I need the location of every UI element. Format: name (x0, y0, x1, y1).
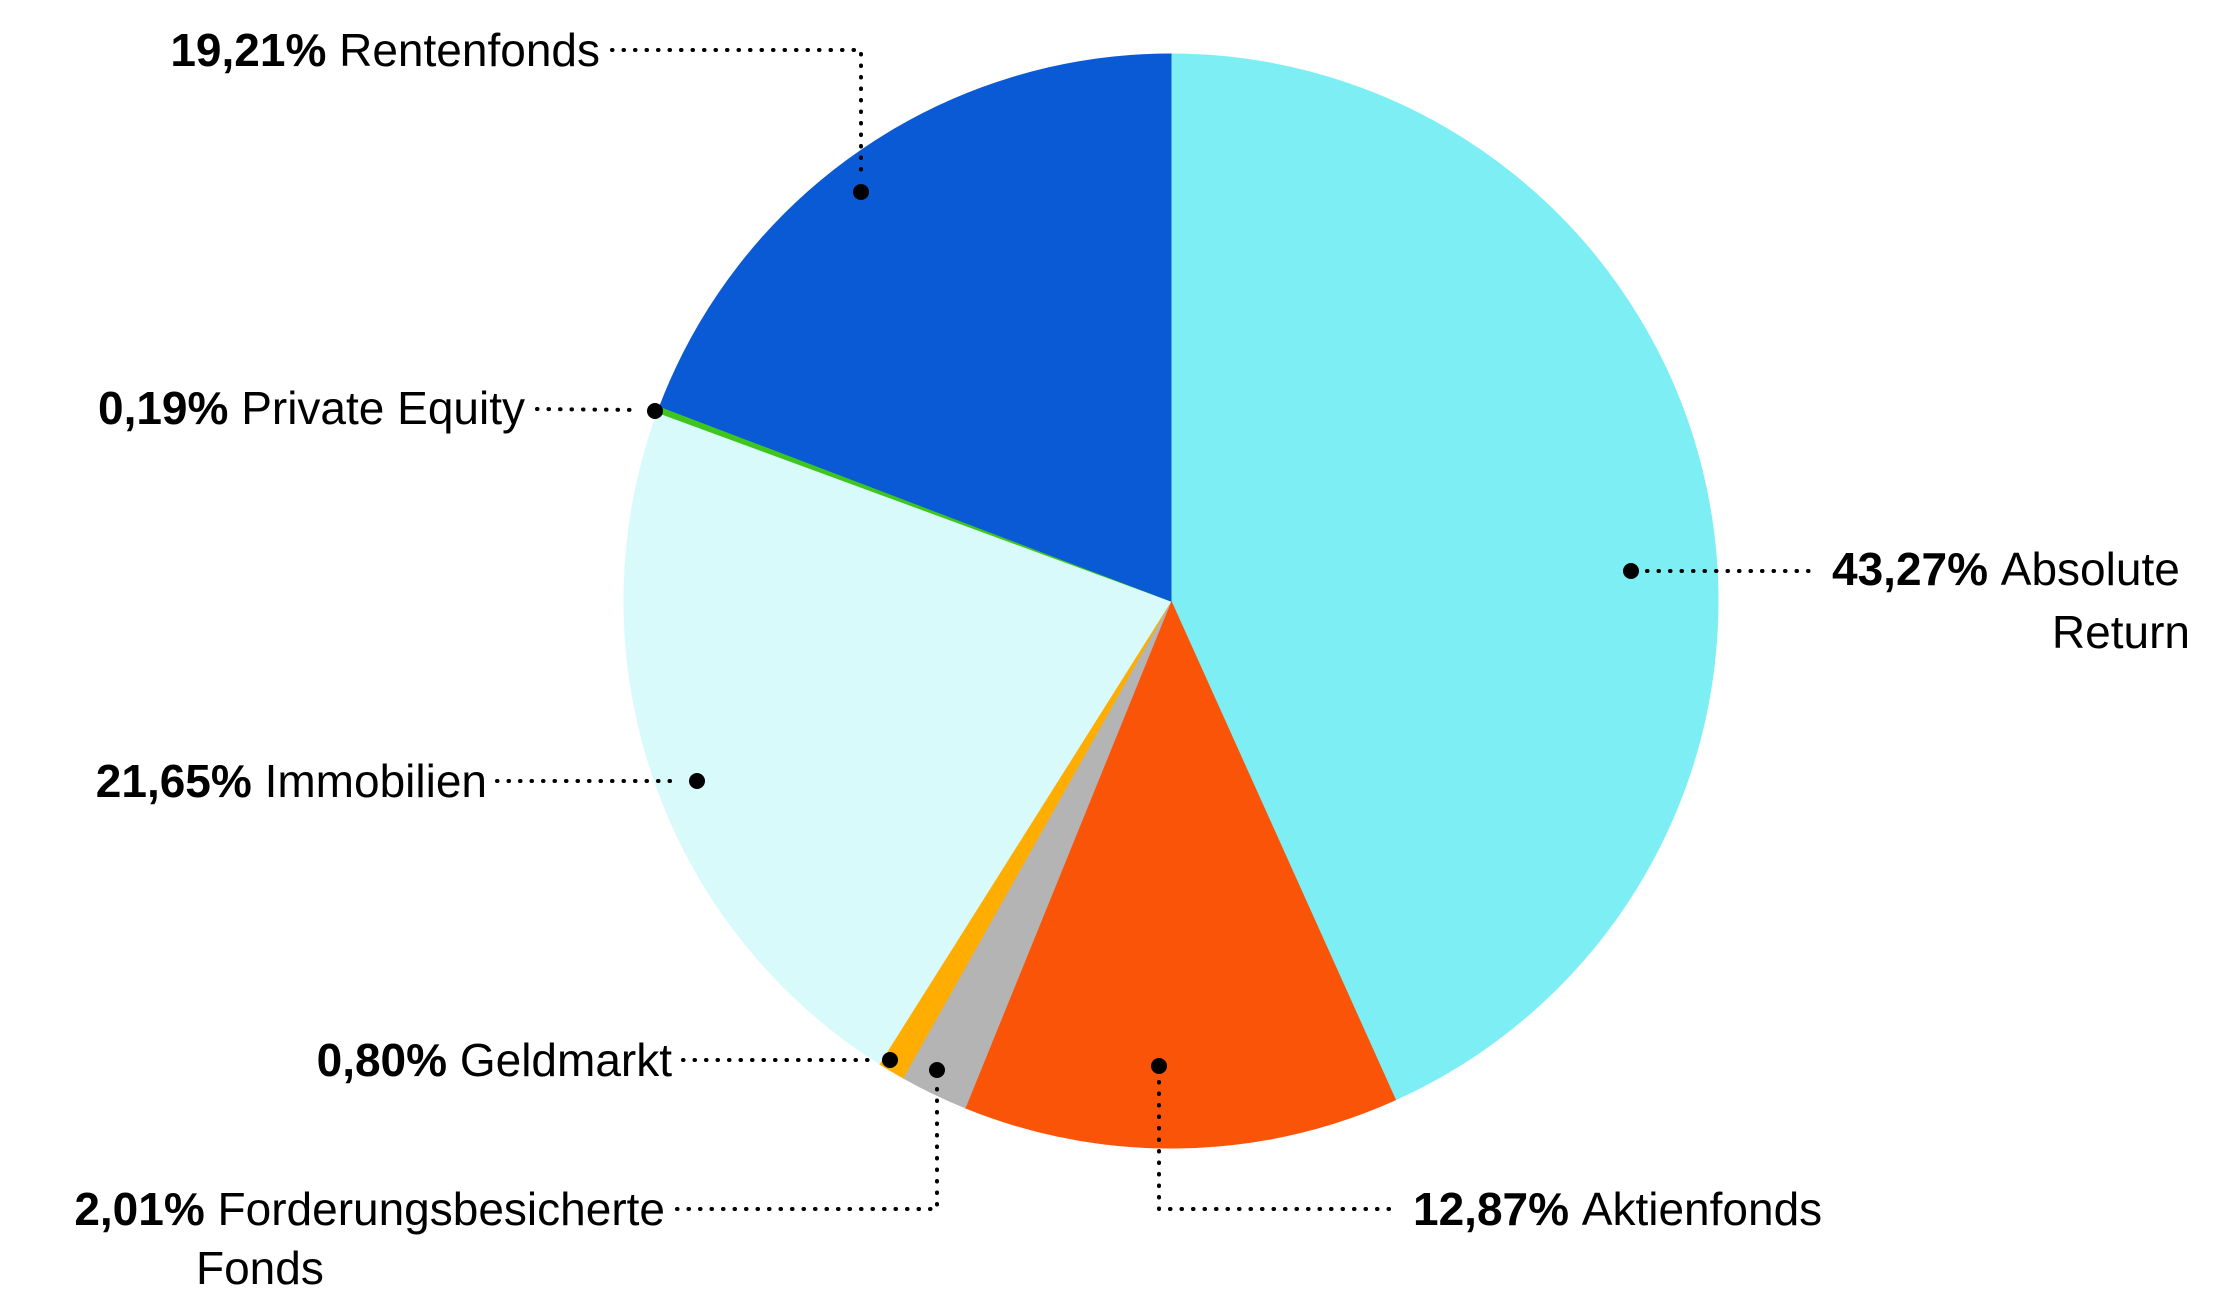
leader-line-rentenfonds (610, 48, 863, 178)
label-pct-geldmarkt: 0,80% (317, 1034, 460, 1086)
pie-slice-rentenfonds (659, 53, 1172, 602)
label-name-absolute-return: Absolute (2001, 543, 2180, 595)
slice-annotations: 43,27% Absolute Return 12,87% Aktienfonds 2… (74, 24, 2190, 1292)
leader-dot-forderungsbesicherte-fonds (929, 1062, 945, 1078)
label-absolute-return-line2: Return (2052, 606, 2190, 658)
label-private-equity: 0,19% Private Equity (98, 382, 525, 434)
label-pct-rentenfonds: 19,21% (170, 24, 339, 76)
pie-slice-aktienfonds (964, 599, 1397, 1149)
leader-dot-rentenfonds (853, 184, 869, 200)
label-forderungsbesicherte-fonds-line1: 2,01% Forderungsbesicherte (74, 1183, 665, 1235)
label-rentenfonds: 19,21% Rentenfonds (170, 24, 600, 76)
label-pct-aktienfonds: 12,87% (1413, 1183, 1582, 1235)
label-geldmarkt: 0,80% Geldmarkt (317, 1034, 673, 1086)
leader-dot-immobilien (689, 773, 705, 789)
leader-dot-private-equity (647, 403, 663, 419)
leader-line-aktienfonds (1157, 1080, 1400, 1211)
label-name-private-equity: Private Equity (241, 382, 525, 434)
label-name-rentenfonds: Rentenfonds (339, 24, 600, 76)
label-pct-forderungsbesicherte-fonds: 2,01% (74, 1183, 217, 1235)
label-pct-private-equity: 0,19% (98, 382, 241, 434)
label-name-geldmarkt: Geldmarkt (460, 1034, 672, 1086)
pie-slice-absolute-return (1170, 53, 1719, 1101)
label-immobilien: 21,65% Immobilien (96, 755, 487, 807)
label-pct-absolute-return: 43,27% (1832, 543, 2001, 595)
label-name-aktienfonds: Aktienfonds (1582, 1183, 1822, 1235)
label-name-forderungsbesicherte-fonds: Forderungsbesicherte (218, 1183, 665, 1235)
pie-slices (623, 53, 1719, 1149)
leader-dot-geldmarkt (882, 1052, 898, 1068)
label-aktienfonds: 12,87% Aktienfonds (1413, 1183, 1822, 1235)
label-pct-immobilien: 21,65% (96, 755, 265, 807)
leader-dot-aktienfonds (1151, 1058, 1167, 1074)
label-forderungsbesicherte-fonds-line2: Fonds (196, 1242, 324, 1292)
pie-slice-immobilien (623, 411, 1172, 1065)
leader-line-forderungsbesicherte-fonds (675, 1084, 939, 1211)
leader-line-private-equity (535, 407, 641, 412)
leader-dot-absolute-return (1623, 563, 1639, 579)
label-absolute-return-line1: 43,27% Absolute (1832, 543, 2180, 595)
label-name-immobilien: Immobilien (265, 755, 487, 807)
